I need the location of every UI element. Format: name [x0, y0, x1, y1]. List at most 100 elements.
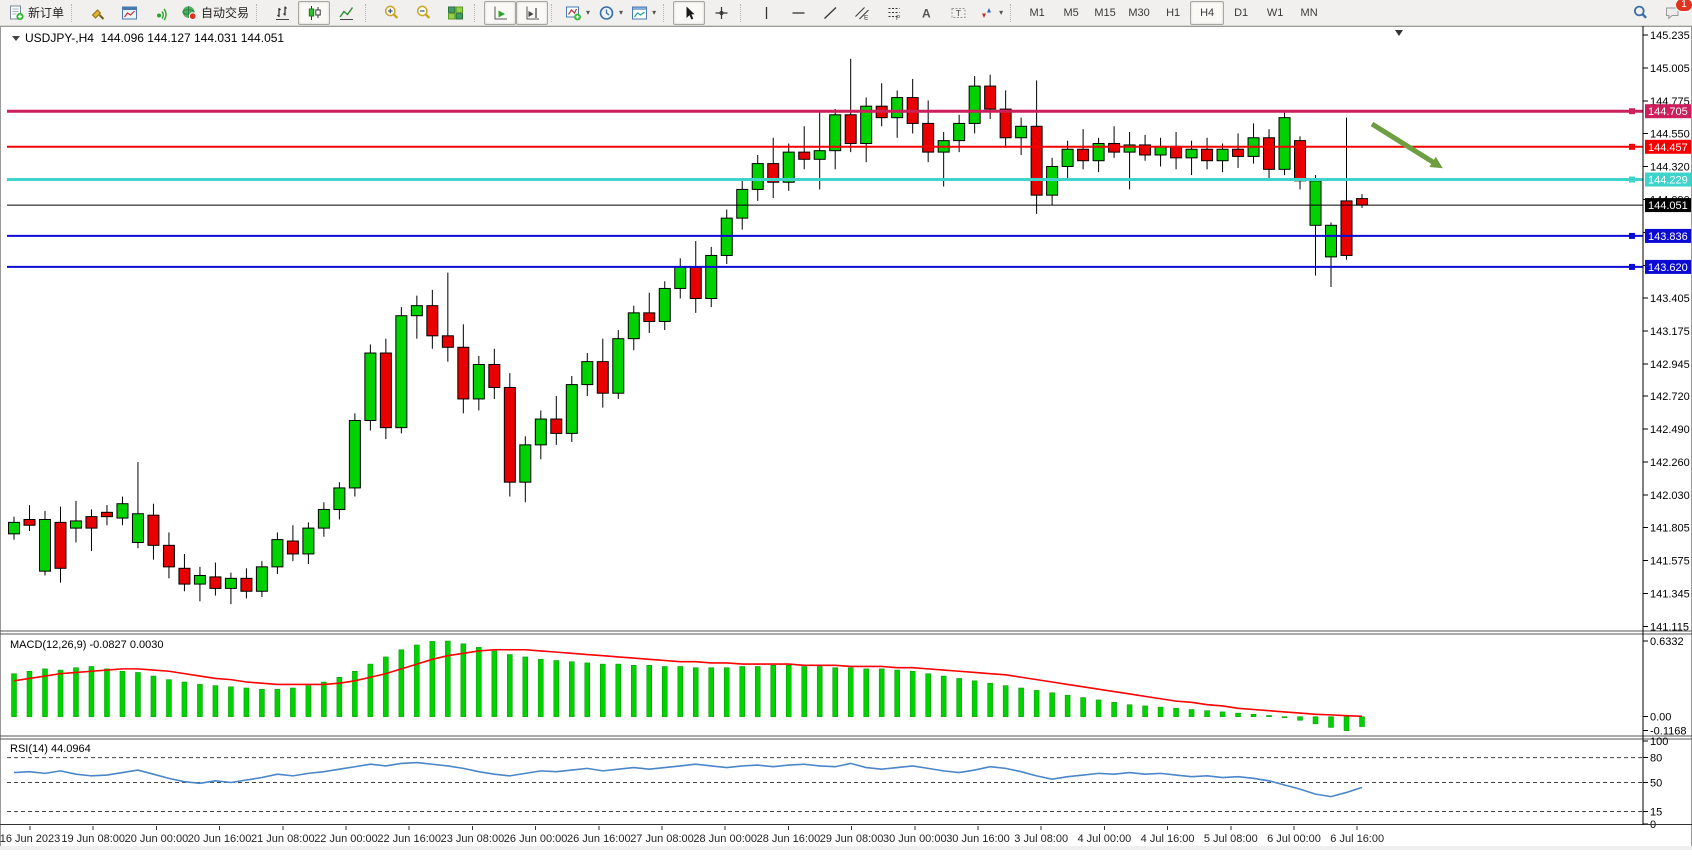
chart-shift-marker[interactable] — [1395, 30, 1403, 36]
chevron-down-icon[interactable]: ▾ — [619, 8, 624, 17]
candle-down — [1263, 137, 1276, 170]
candlestick-button[interactable] — [298, 0, 331, 25]
chart-title[interactable]: USDJPY-,H4 144.096 144.127 144.031 144.0… — [12, 31, 284, 45]
timeframe-m1-button[interactable]: M1 — [1029, 6, 1045, 19]
price-line-label-box — [1645, 104, 1691, 119]
macd-histogram-bar — [847, 667, 854, 717]
candle-down — [1170, 145, 1183, 159]
add-indicator-icon — [566, 6, 581, 20]
candle-up — [860, 105, 873, 145]
add-indicator-button[interactable]: ▾ — [561, 1, 594, 25]
time-axis[interactable]: 16 Jun 2023 19 Jun 08:00 20 Jun 00:00 20 Ju… — [0, 826, 1384, 845]
candle-down — [1356, 198, 1368, 206]
price-chart[interactable]: 145.235145.005144.775144.550144.320144.0… — [0, 26, 1692, 850]
chart-window-icon — [121, 6, 137, 19]
macd-histogram-bar — [785, 665, 792, 717]
candle-up — [627, 312, 640, 340]
candle-down — [85, 516, 98, 529]
timeframe-mn-button[interactable]: MN — [1300, 6, 1318, 19]
macd-histogram-bar — [305, 685, 312, 717]
macd-histogram-bar — [429, 641, 436, 717]
price-line-handle[interactable] — [1629, 263, 1635, 270]
macd-histogram-bar — [104, 668, 110, 717]
time-tick-label: 20 Jun 16:00 — [188, 833, 252, 845]
tile-windows-button[interactable] — [439, 1, 471, 25]
toolbar-separator — [663, 3, 669, 22]
cursor-button[interactable] — [673, 0, 706, 25]
candle-up — [751, 163, 764, 190]
fibonacci-icon: F — [888, 7, 900, 21]
time-tick-label: 3 Jul 08:00 — [1014, 833, 1068, 845]
price-line-handle[interactable] — [1629, 232, 1635, 239]
label-button[interactable]: T — [942, 1, 974, 25]
signal-button[interactable] — [145, 1, 177, 25]
chevron-down-icon[interactable]: ▾ — [652, 8, 657, 17]
macd-histogram-bar — [383, 656, 389, 717]
auto-scroll-button[interactable] — [484, 0, 517, 25]
chevron-down-icon[interactable]: ▾ — [586, 8, 591, 17]
new-order-button[interactable]: 新订单 — [4, 1, 68, 25]
timeframe-d1-button[interactable]: D1 — [1234, 6, 1249, 19]
trendline-button[interactable] — [814, 1, 846, 25]
price-tick-label: 141.345 — [1650, 588, 1690, 600]
arrow-annotation-head[interactable] — [1429, 156, 1443, 169]
zoom-in-button[interactable] — [375, 1, 407, 25]
auto-trading-button[interactable]: 自动交易 — [177, 1, 253, 25]
macd-histogram-bar — [940, 675, 947, 717]
timeframe-m5-button[interactable]: M5 — [1063, 6, 1079, 19]
vertical-line-button[interactable] — [750, 1, 782, 25]
chat-button[interactable]: 1 — [1656, 0, 1692, 25]
candle-down — [643, 312, 656, 322]
price-line-handle[interactable] — [1629, 176, 1635, 183]
chart-window-button[interactable] — [113, 1, 145, 25]
search-button[interactable] — [1624, 1, 1656, 25]
candle-down — [596, 361, 609, 394]
candle-down — [1201, 148, 1214, 162]
auto-scroll-icon — [494, 6, 507, 19]
macd-histogram-bar — [723, 667, 730, 717]
text-button[interactable]: A — [910, 1, 942, 25]
price-tick-label: 144.550 — [1650, 128, 1690, 140]
horizontal-line-button[interactable] — [782, 1, 814, 25]
timeframe-h4-button[interactable]: H4 — [1190, 0, 1225, 25]
candle-up — [534, 418, 547, 446]
time-tick-label: 26 Jun 00:00 — [504, 833, 568, 845]
crosshair-button[interactable] — [705, 1, 737, 25]
bar-chart-button[interactable] — [266, 1, 298, 25]
channel-button[interactable]: E — [846, 1, 878, 25]
toolbar-separator — [256, 3, 262, 22]
chart-shift-button[interactable] — [516, 0, 549, 25]
macd-histogram-bar — [1312, 716, 1319, 725]
macd-histogram-bar — [181, 681, 188, 717]
collapse-icon[interactable] — [12, 36, 20, 42]
candle-down — [844, 114, 857, 145]
candle-up — [1185, 148, 1198, 159]
template-button[interactable]: ▾ — [627, 1, 660, 25]
macd-histogram-bar — [553, 660, 560, 717]
line-chart-button[interactable] — [330, 1, 362, 25]
period-button[interactable]: ▾ — [594, 1, 627, 25]
fibonacci-button[interactable]: F — [878, 1, 910, 25]
timeframe-m15-button[interactable]: M15 — [1094, 6, 1116, 19]
price-line-handle[interactable] — [1629, 108, 1635, 115]
zoom-out-button[interactable] — [407, 1, 439, 25]
candle-down — [922, 122, 935, 153]
shapes-button[interactable]: ▾ — [974, 1, 1007, 25]
toolbar-separator — [1010, 3, 1016, 22]
macd-histogram-bar — [770, 665, 776, 717]
timeframe-h1-button[interactable]: H1 — [1166, 6, 1181, 19]
timeframe-w1-button[interactable]: W1 — [1266, 6, 1284, 19]
candle-up — [224, 577, 237, 589]
gavel-button[interactable] — [81, 1, 113, 25]
candle-up — [1278, 117, 1291, 170]
macd-histogram-bar — [352, 671, 358, 717]
candle-up — [658, 287, 671, 322]
text-icon: A — [922, 6, 931, 20]
candle-down — [984, 85, 997, 110]
macd-histogram-bar — [57, 669, 64, 717]
timeframe-m30-button[interactable]: M30 — [1128, 6, 1150, 19]
price-line-handle[interactable] — [1629, 143, 1635, 150]
arrow-annotation[interactable] — [1370, 121, 1438, 167]
time-tick-label: 26 Jun 16:00 — [567, 833, 631, 845]
chevron-down-icon[interactable]: ▾ — [999, 8, 1004, 17]
